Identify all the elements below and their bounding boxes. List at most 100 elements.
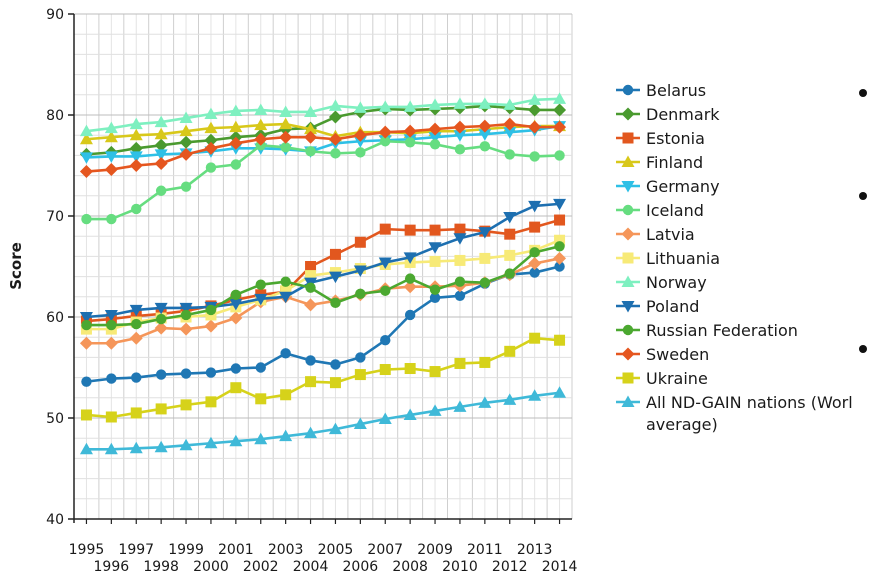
data-point-sweden [104, 163, 118, 177]
data-point-norway [503, 98, 517, 110]
data-point-all-nd-gain-nations-world-average [229, 434, 243, 447]
data-point-finland [204, 121, 218, 134]
data-point-russian-federation [355, 288, 366, 299]
data-point-poland [428, 242, 442, 254]
data-point-ukraine [429, 366, 441, 378]
data-point-russian-federation [230, 289, 242, 300]
data-point-russian-federation [180, 309, 192, 321]
data-point-estonia [504, 228, 516, 240]
data-point-ukraine [80, 409, 92, 421]
data-point-russian-federation [305, 282, 316, 293]
data-point-poland [179, 302, 193, 315]
data-point-ukraine [230, 382, 242, 394]
data-point-belarus [106, 373, 117, 384]
legend-label: average) [646, 415, 718, 434]
legend-label: Lithuania [646, 249, 720, 268]
series-ukraine [80, 332, 566, 423]
legend-item-norway: Norway [616, 273, 707, 292]
data-point-sweden [229, 136, 243, 150]
legend-item-sweden: Sweden [616, 345, 709, 364]
legend-label: Germany [646, 177, 720, 196]
data-point-iceland [106, 213, 117, 225]
data-point-finland [229, 120, 243, 133]
series-sweden [79, 117, 567, 179]
data-point-poland [553, 198, 567, 211]
data-point-iceland [155, 185, 167, 196]
data-point-norway [204, 107, 218, 119]
data-point-finland [179, 124, 193, 137]
x-tick-label: 2003 [268, 542, 304, 558]
data-point-belarus [255, 362, 266, 373]
data-point-ukraine [255, 393, 267, 405]
data-point-poland [353, 265, 367, 278]
data-point-iceland [429, 139, 441, 150]
legend-item-all-nd-gain-nations-world-average: All ND-GAIN nations (Worl average) [616, 393, 853, 434]
data-point-lithuania [305, 270, 317, 282]
data-point-sweden [129, 159, 143, 172]
data-point-all-nd-gain-nations-world-average [279, 429, 293, 442]
data-point-poland [378, 257, 392, 269]
data-point-norway [279, 105, 293, 117]
data-point-all-nd-gain-nations-world-average [104, 442, 118, 455]
series-norway [79, 92, 567, 137]
data-point-all-nd-gain-nations-world-average [553, 386, 567, 398]
x-tick-label: 2009 [417, 542, 453, 558]
legend-item-lithuania: Lithuania [616, 249, 720, 268]
legend-item-iceland: Iceland [616, 201, 704, 220]
legend-label: Ukraine [646, 369, 708, 388]
data-point-estonia [379, 223, 391, 235]
data-point-iceland [305, 146, 316, 157]
data-point-iceland [380, 136, 391, 147]
series-line-all-nd-gain-nations-world-average [86, 391, 560, 451]
legend-swatch-marker [622, 204, 634, 216]
legend-swatch-marker [621, 301, 635, 313]
data-point-all-nd-gain-nations-world-average [353, 417, 367, 430]
data-point-lithuania [554, 234, 566, 246]
data-point-iceland [81, 213, 92, 225]
data-point-belarus [554, 261, 565, 272]
data-point-norway [179, 111, 193, 124]
data-point-iceland [131, 203, 142, 215]
data-point-belarus [380, 335, 391, 346]
data-point-ukraine [479, 356, 491, 368]
data-point-ukraine [354, 369, 366, 381]
legend-swatch-marker [622, 324, 634, 336]
data-point-ukraine [305, 376, 317, 388]
data-point-poland [254, 293, 268, 306]
data-point-russian-federation [280, 276, 291, 287]
data-point-estonia [404, 224, 416, 236]
legend-item-germany: Germany [616, 177, 720, 196]
y-tick-label: 70 [46, 209, 64, 225]
data-point-poland [528, 200, 542, 213]
legend-label: Russian Federation [646, 321, 798, 340]
data-point-all-nd-gain-nations-world-average [154, 440, 168, 453]
data-point-ukraine [454, 357, 466, 369]
legend-label: Norway [646, 273, 707, 292]
legend-item-denmark: Denmark [616, 105, 720, 124]
legend: Belarus Denmark Estonia Finland Germany Icela… [616, 81, 853, 434]
data-point-germany [353, 136, 367, 148]
data-point-belarus [404, 309, 416, 321]
x-tick-label: 2011 [467, 542, 503, 558]
data-point-denmark [154, 138, 168, 152]
data-point-sweden [279, 130, 293, 144]
data-point-iceland [454, 144, 466, 155]
data-point-latvia [304, 298, 318, 312]
data-point-estonia [554, 214, 566, 226]
x-tick-label: 1997 [118, 542, 154, 558]
data-point-all-nd-gain-nations-world-average [378, 412, 392, 425]
data-point-iceland [479, 141, 491, 152]
data-point-estonia [429, 224, 441, 236]
data-point-belarus [355, 352, 366, 363]
x-tick-label: 1998 [143, 559, 179, 575]
x-tick-label: 2002 [243, 559, 279, 575]
legend-swatch-marker [622, 132, 634, 144]
data-point-all-nd-gain-nations-world-average [503, 393, 517, 405]
data-point-iceland [355, 147, 366, 158]
data-point-sweden [79, 165, 93, 179]
data-point-sweden [154, 156, 168, 170]
data-point-finland [279, 117, 293, 130]
data-point-estonia [454, 223, 466, 235]
data-point-russian-federation [81, 319, 92, 331]
